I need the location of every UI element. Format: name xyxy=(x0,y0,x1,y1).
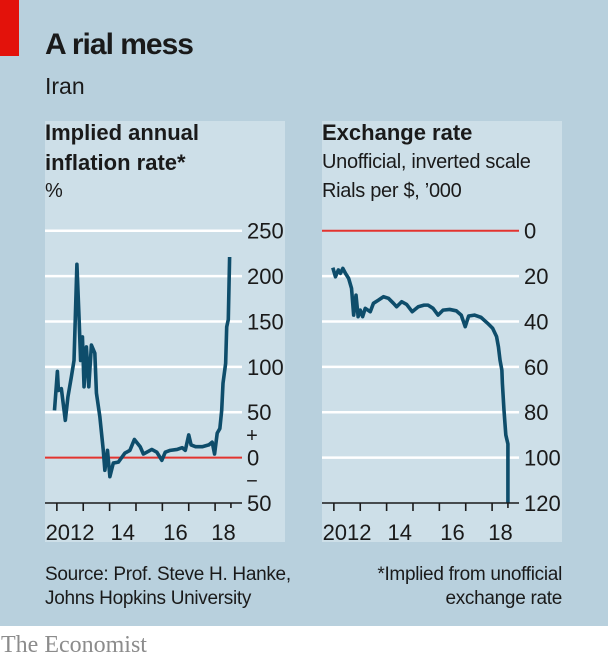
x-tick-label: 14 xyxy=(388,520,412,545)
brand-red-tab xyxy=(0,0,19,56)
x-tick-label: 14 xyxy=(111,520,135,545)
y-sign-label: − xyxy=(246,471,258,493)
y-sign-label: + xyxy=(246,425,258,447)
exchange-rate-chart-heading: Exchange rate Unofficial, inverted scale… xyxy=(322,118,531,207)
footnote: *Implied from unofficial exchange rate xyxy=(377,563,562,611)
footnote-line: exchange rate xyxy=(445,588,562,609)
inflation-chart-title-line: inflation rate* xyxy=(45,149,186,175)
y-tick-label: 100 xyxy=(524,446,561,471)
y-tick-label: 60 xyxy=(524,355,548,380)
y-tick-label: 20 xyxy=(524,264,548,289)
footnote-line: *Implied from unofficial xyxy=(377,564,562,585)
inflation-chart-unit: % xyxy=(45,180,63,203)
exchange-rate-chart-panel: Exchange rate Unofficial, inverted scale… xyxy=(322,118,562,545)
inflation-chart-panel: Implied annual inflation rate* % 250 200 1… xyxy=(45,118,285,545)
x-tick-label: 18 xyxy=(211,520,235,545)
chart-title: A rial mess xyxy=(45,28,194,61)
exchange-rate-chart-unit: Rials per $, ’000 xyxy=(322,180,462,203)
y-tick-label: 50 xyxy=(247,400,271,425)
y-tick-label: 40 xyxy=(524,309,548,334)
x-tick-label: 16 xyxy=(440,520,464,545)
exchange-rate-chart-title: Exchange rate xyxy=(322,120,473,145)
x-tick-label: 18 xyxy=(488,520,512,545)
exchange-rate-line-chart: 0 20 40 60 80 100 120 2012 14 16 18 xyxy=(322,219,561,545)
y-tick-label: 150 xyxy=(247,309,284,334)
y-tick-label: 80 xyxy=(524,400,548,425)
source-line: Johns Hopkins University xyxy=(45,588,252,609)
series-line xyxy=(52,256,232,479)
exchange-rate-chart-subtitle: Unofficial, inverted scale xyxy=(322,150,531,173)
x-tick-label: 2012 xyxy=(46,520,95,545)
source-line: Source: Prof. Steve H. Hanke, xyxy=(45,564,291,585)
brand-logo-text: The Economist xyxy=(1,632,147,658)
x-tick-label: 16 xyxy=(163,520,187,545)
series-line xyxy=(331,266,510,503)
y-tick-label: 250 xyxy=(247,219,284,244)
y-tick-label: 0 xyxy=(247,446,259,471)
y-tick-label: 0 xyxy=(524,219,536,244)
y-tick-label: 100 xyxy=(247,355,284,380)
source-note: Source: Prof. Steve H. Hanke, Johns Hopk… xyxy=(45,563,291,611)
y-tick-label: 50 xyxy=(247,491,271,516)
x-tick-label: 2012 xyxy=(323,520,372,545)
inflation-chart-title-line: Implied annual xyxy=(45,120,200,145)
y-tick-label: 200 xyxy=(247,264,284,289)
inflation-chart-heading: Implied annual inflation rate* % xyxy=(45,118,199,207)
y-tick-label: 120 xyxy=(524,491,561,516)
chart-subtitle: Iran xyxy=(45,73,85,99)
